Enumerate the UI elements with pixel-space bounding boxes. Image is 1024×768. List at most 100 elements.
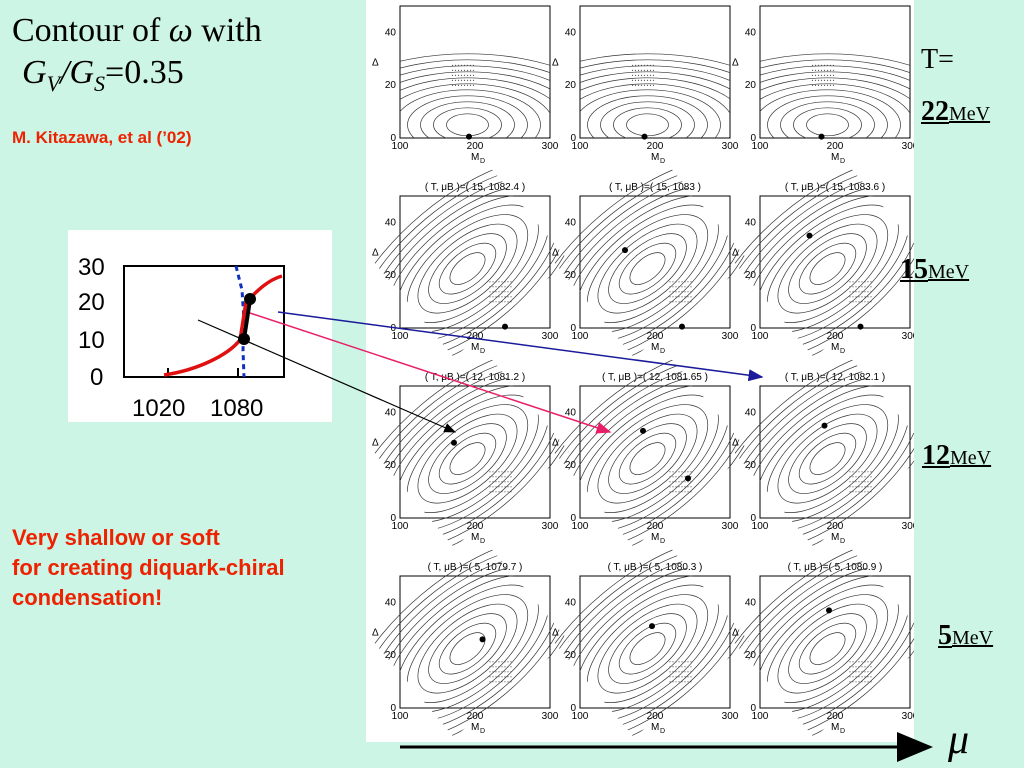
stipple-dot	[469, 69, 472, 71]
stipple-dot	[855, 286, 857, 288]
stipple-dot	[640, 74, 643, 76]
stipple-dot	[501, 286, 503, 288]
stipple-dot	[858, 486, 860, 488]
stipple-dot	[861, 671, 863, 673]
stipple-dot	[684, 676, 686, 678]
x-tick-label: 300	[542, 711, 559, 722]
stipple-dot	[457, 64, 460, 66]
x-tick-label: 100	[752, 141, 769, 152]
x-axis-label-sub: D	[480, 538, 485, 545]
stipple-dot	[489, 671, 491, 673]
panel-title: ( T, μB )=( 5, 1080.3 )	[608, 562, 703, 573]
stipple-dot	[466, 84, 469, 86]
x-tick-label: 300	[902, 331, 914, 342]
stipple-dot	[867, 676, 869, 678]
stipple-dot	[852, 676, 854, 678]
panel-title: ( T, μB )=( 12, 1082.1 )	[785, 372, 885, 383]
stipple-dot	[829, 84, 832, 86]
stipple-dot	[861, 486, 863, 488]
stipple-dot	[631, 84, 634, 86]
stipple-dot	[489, 281, 491, 283]
y-tick-label: 0	[750, 323, 756, 334]
stipple-dot	[858, 681, 860, 683]
contour-line	[788, 613, 867, 684]
stipple-dot	[823, 74, 826, 76]
inset-frame	[123, 265, 285, 378]
stipple-dot	[849, 666, 851, 668]
stipple-dot	[507, 676, 509, 678]
stipple-dot	[643, 84, 646, 86]
stipple-dot	[649, 79, 652, 81]
stipple-dot	[507, 291, 509, 293]
stipple-dot	[861, 281, 863, 283]
contour-line	[809, 252, 846, 285]
stipple-dot	[832, 74, 835, 76]
stipple-dot	[634, 64, 637, 66]
stipple-dot	[681, 286, 683, 288]
stipple-dot	[855, 281, 857, 283]
stipple-dot	[690, 291, 692, 293]
stipple-dot	[849, 491, 851, 493]
stipple-dot	[492, 481, 494, 483]
x-tick-label: 300	[902, 711, 914, 722]
stipple-dot	[652, 74, 655, 76]
stipple-dot	[690, 681, 692, 683]
stipple-dot	[690, 286, 692, 288]
stipple-dot	[669, 676, 671, 678]
stipple-dot	[864, 301, 866, 303]
stipple-dot	[649, 84, 652, 86]
stipple-dot	[690, 481, 692, 483]
stipple-dot	[669, 486, 671, 488]
stipple-dot	[643, 64, 646, 66]
stipple-dot	[681, 666, 683, 668]
contour-line	[613, 107, 682, 138]
stipple-dot	[652, 69, 655, 71]
x-tick-label: 200	[647, 521, 664, 532]
stipple-dot	[864, 481, 866, 483]
slide-title: Contour of ω with GV/GS=0.35	[12, 12, 262, 96]
stipple-dot	[451, 69, 454, 71]
contour-line	[629, 252, 666, 285]
stipple-dot	[669, 296, 671, 298]
stipple-dot	[466, 64, 469, 66]
contour-line	[780, 101, 875, 138]
stipple-dot	[507, 281, 509, 283]
stipple-dot	[501, 671, 503, 673]
stipple-dot	[852, 291, 854, 293]
x-axis-label-sub: D	[480, 348, 485, 355]
stipple-dot	[498, 471, 500, 473]
stipple-dot	[849, 486, 851, 488]
x-tick-label: 200	[647, 331, 664, 342]
stipple-dot	[640, 79, 643, 81]
stipple-dot	[492, 666, 494, 668]
stipple-dot	[684, 491, 686, 493]
stipple-dot	[687, 291, 689, 293]
stipple-dot	[855, 661, 857, 663]
stipple-dot	[507, 661, 509, 663]
contour-line	[580, 53, 730, 66]
x-axis-label-sub: D	[840, 538, 845, 545]
x-tick-label: 300	[722, 141, 739, 152]
x-axis-label: M	[651, 342, 659, 353]
stipple-dot	[492, 491, 494, 493]
stipple-dot	[495, 296, 497, 298]
stipple-dot	[864, 491, 866, 493]
stipple-dot	[495, 481, 497, 483]
stipple-dot	[504, 471, 506, 473]
stipple-dot	[690, 671, 692, 673]
stipple-dot	[870, 281, 872, 283]
stipple-dot	[675, 301, 677, 303]
stipple-dot	[823, 84, 826, 86]
contour-grid: 100 200 300 0 20 40 M D Δ 100 200 300 0 20 40 M D Δ 100 200…	[366, 0, 929, 742]
stipple-dot	[634, 74, 637, 76]
stipple-dot	[489, 676, 491, 678]
x-tick-label: 200	[827, 331, 844, 342]
stipple-dot	[510, 296, 512, 298]
contour-line	[793, 107, 862, 138]
stipple-dot	[675, 671, 677, 673]
stipple-dot	[690, 281, 692, 283]
x-axis-label-sub: D	[840, 158, 845, 165]
panel-title: ( T, μB )=( 15, 1083.6 )	[785, 182, 885, 193]
stipple-dot	[852, 486, 854, 488]
